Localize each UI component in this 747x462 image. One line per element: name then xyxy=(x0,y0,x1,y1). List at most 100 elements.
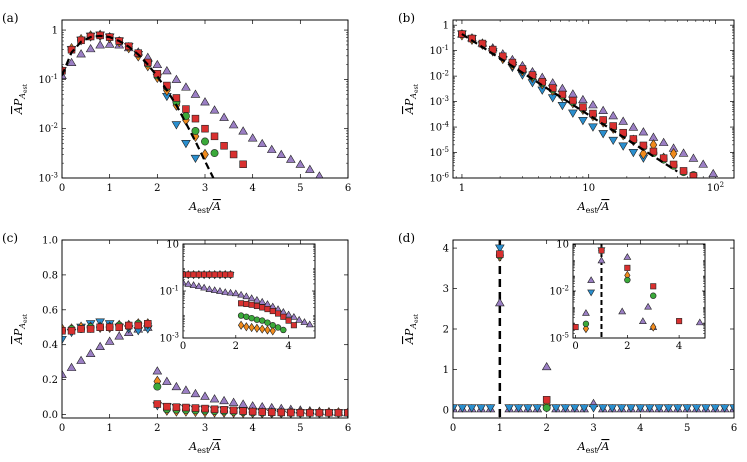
data-point-red xyxy=(267,408,276,416)
data-point-red xyxy=(679,167,688,175)
y-axis-label: APAest xyxy=(403,83,420,115)
data-point-red xyxy=(67,327,76,335)
y-tick-label: 4 xyxy=(443,244,449,255)
plot-area xyxy=(183,269,314,336)
x-tick-label: 2 xyxy=(543,423,549,434)
data-point-purple xyxy=(237,290,246,298)
data-point-purple xyxy=(257,138,268,148)
data-point-blue xyxy=(607,404,618,413)
data-point-red xyxy=(259,304,266,311)
data-point-red xyxy=(689,172,698,178)
panel-label: (c) xyxy=(2,231,18,245)
data-point-red xyxy=(598,247,605,254)
y-tick-label: 10-3 xyxy=(38,172,58,185)
data-point-green xyxy=(280,326,287,334)
data-point-purple xyxy=(152,366,163,375)
data-point-red xyxy=(220,406,228,414)
data-point-blue xyxy=(719,404,730,413)
data-point-blue xyxy=(598,130,608,139)
data-point-red xyxy=(264,306,271,313)
data-point-purple xyxy=(688,153,699,162)
x-tick-label: 4 xyxy=(676,341,682,352)
data-point-red xyxy=(239,407,247,415)
y-axis-label: APAest xyxy=(12,313,29,345)
inset-frame xyxy=(572,243,706,339)
x-axis-label: Aest/A xyxy=(188,440,221,455)
data-point-purple xyxy=(200,391,210,400)
data-point-red xyxy=(315,409,324,417)
data-point-purple xyxy=(162,376,172,385)
data-point-red xyxy=(573,324,579,331)
series-red xyxy=(183,271,297,329)
plot-area xyxy=(62,318,348,418)
data-point-red xyxy=(201,271,208,278)
data-point-red xyxy=(220,142,228,150)
data-point-red xyxy=(277,408,286,417)
data-point-purple xyxy=(190,89,201,98)
series-red xyxy=(496,250,551,404)
y-tick-label: 0.6 xyxy=(42,305,58,316)
data-point-orange xyxy=(639,147,648,160)
data-point-red xyxy=(548,84,557,92)
data-point-red xyxy=(239,160,247,168)
x-tick-label: 1 xyxy=(497,423,503,434)
plot-area xyxy=(573,244,704,338)
data-point-red xyxy=(134,321,143,330)
y-tick-label: 10-1 xyxy=(159,285,179,298)
data-point-purple xyxy=(295,315,304,323)
data-point-red xyxy=(124,321,133,330)
data-point-red xyxy=(538,78,546,86)
inset-frame xyxy=(572,243,706,339)
data-point-purple xyxy=(104,336,115,345)
x-tick-label: 3 xyxy=(202,423,208,434)
y-axis-label: APAest xyxy=(403,313,420,345)
data-point-red xyxy=(248,407,257,416)
data-point-blue xyxy=(635,404,646,413)
data-point-purple xyxy=(152,59,163,69)
data-point-green xyxy=(542,403,551,412)
data-point-purple xyxy=(289,312,298,320)
data-point-purple xyxy=(228,397,239,406)
data-point-red xyxy=(334,409,343,417)
data-point-purple xyxy=(608,111,619,120)
data-point-orange xyxy=(253,323,261,333)
data-point-purple xyxy=(541,361,552,371)
data-point-red xyxy=(210,405,219,414)
data-point-blue xyxy=(644,404,655,413)
data-point-red xyxy=(163,402,171,411)
data-point-blue xyxy=(588,404,599,413)
x-tick-label: 6 xyxy=(345,423,351,434)
data-point-red xyxy=(206,271,213,278)
data-point-purple xyxy=(695,318,704,326)
data-point-blue xyxy=(557,102,568,111)
data-point-red xyxy=(676,318,683,325)
y-tick-label: 10-3 xyxy=(159,332,179,345)
data-point-red xyxy=(77,325,85,333)
data-point-purple xyxy=(104,39,115,48)
data-point-purple xyxy=(252,296,261,303)
y-tick-label: 10-6 xyxy=(429,172,449,185)
data-point-purple xyxy=(76,355,86,364)
data-point-blue xyxy=(171,121,182,130)
data-point-red xyxy=(269,308,276,315)
data-point-purple xyxy=(200,283,209,291)
data-point-green xyxy=(274,324,282,331)
data-point-purple xyxy=(628,122,639,131)
panel-d: 0 1 2 3 4 5 6 0 1 2 3 4 Aest/A APAest (d) 0 2 4 10-5 10-2 10 xyxy=(398,231,737,455)
data-point-purple xyxy=(194,282,203,290)
data-point-red xyxy=(211,271,218,278)
data-point-green xyxy=(201,137,209,146)
series-purple xyxy=(582,253,704,330)
data-point-purple xyxy=(598,105,608,114)
data-point-blue xyxy=(568,109,578,118)
data-point-orange xyxy=(264,325,271,335)
x-tick-label: 4 xyxy=(637,423,643,434)
data-point-purple xyxy=(708,168,719,178)
data-point-purple xyxy=(305,164,315,173)
data-point-purple xyxy=(623,253,632,260)
panel-a: 0 1 2 3 4 5 6 10-3 10-2 10-1 1 Aest/A APAest (a) xyxy=(2,11,351,215)
data-point-purple xyxy=(285,154,296,163)
x-axis-label: Aest/A xyxy=(188,200,221,215)
data-point-purple xyxy=(247,294,256,301)
